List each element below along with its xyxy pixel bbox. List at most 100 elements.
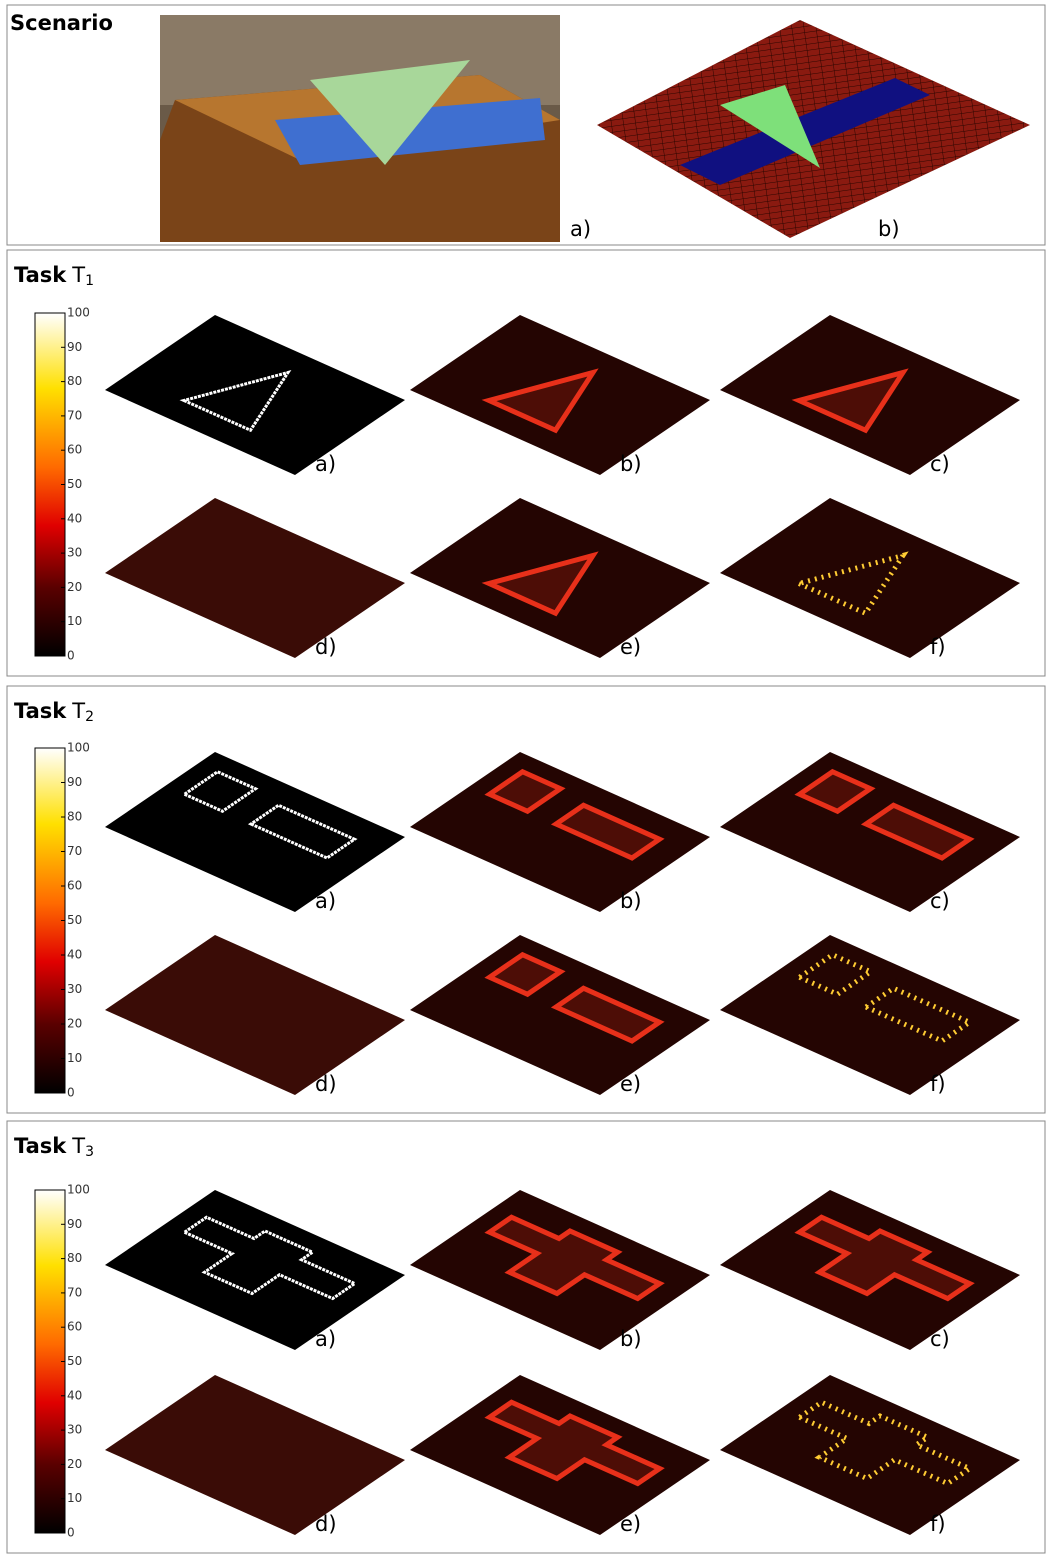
colorbar-tick-label: 60 (67, 1320, 82, 1334)
plane (410, 752, 710, 912)
plane (720, 498, 1020, 658)
title-word: Task (14, 1134, 67, 1158)
plane (105, 315, 405, 475)
panel-label: a) (315, 889, 336, 913)
plane (105, 498, 405, 658)
colorbar-tick-label: 90 (67, 340, 82, 354)
colorbar-tick-label: 0 (67, 649, 75, 663)
colorbar-tick-label: 50 (67, 477, 82, 491)
panel-label: a) (315, 1327, 336, 1351)
colorbar-tick-label: 90 (67, 1217, 82, 1231)
title-index: 1 (85, 273, 94, 289)
panel-label: c) (930, 1327, 950, 1351)
colorbar-tick-label: 30 (67, 546, 82, 560)
colorbar-tick-label: 20 (67, 580, 82, 594)
colorbar-tick-label: 100 (67, 741, 90, 755)
colorbar-tick-label: 30 (67, 1423, 82, 1437)
colorbar-tick-label: 70 (67, 1285, 82, 1299)
heatmap-plane (720, 498, 1020, 658)
plane (105, 752, 405, 912)
title-symbol: T (71, 699, 85, 723)
title-index: 2 (85, 709, 94, 725)
heatmap-plane (410, 935, 710, 1095)
colorbar-tick-label: 60 (67, 443, 82, 457)
heatmap-plane (410, 1375, 710, 1535)
heatmap-plane (720, 315, 1020, 475)
panel-label: c) (930, 889, 950, 913)
heatmap-plane (720, 935, 1020, 1095)
panel-label: c) (930, 452, 950, 476)
title-word: Task (14, 699, 67, 723)
plane (105, 1190, 405, 1350)
heatmap-plane (410, 498, 710, 658)
colorbar-tick-label: 90 (67, 775, 82, 789)
plane (720, 935, 1020, 1095)
panel-label: a) (315, 452, 336, 476)
plane (720, 752, 1020, 912)
heatmap-plane (410, 1190, 710, 1350)
title-symbol: T (71, 263, 85, 287)
colorbar-tick-label: 30 (67, 982, 82, 996)
heatmap-plane (105, 752, 405, 912)
section-title: Scenario (10, 11, 113, 35)
colorbar-tick-label: 50 (67, 1354, 82, 1368)
colorbar-tick-label: 100 (67, 306, 90, 320)
colorbar-tick-label: 60 (67, 879, 82, 893)
colorbar-tick-label: 40 (67, 948, 82, 962)
heatmap-plane (105, 1190, 405, 1350)
panel-label: f) (930, 635, 946, 659)
heatmap-plane (105, 315, 405, 475)
colorbar (35, 1190, 65, 1533)
panel-label: d) (315, 1512, 337, 1536)
colorbar-tick-label: 10 (67, 614, 82, 628)
colorbar-tick-label: 40 (67, 1388, 82, 1402)
colorbar-tick-label: 80 (67, 374, 82, 388)
heatmap-plane (410, 752, 710, 912)
title-index: 3 (85, 1144, 94, 1160)
heatmap-plane (105, 498, 405, 658)
plane (105, 935, 405, 1095)
photo (160, 15, 560, 242)
colorbar-tick-label: 10 (67, 1051, 82, 1065)
title-word: Task (14, 263, 67, 287)
heatmap-plane (720, 752, 1020, 912)
heatmap-plane (720, 1190, 1020, 1350)
panel-label: f) (930, 1072, 946, 1096)
colorbar-tick-label: 70 (67, 844, 82, 858)
panel-label: b) (878, 217, 900, 241)
scenario-model (597, 20, 1030, 238)
colorbar-tick-label: 80 (67, 810, 82, 824)
panel-label: b) (620, 889, 642, 913)
panel-label: e) (620, 635, 641, 659)
colorbar (35, 748, 65, 1093)
figure: Scenario a) b) TaskT10102030405060708090… (0, 0, 1046, 1555)
plane (720, 1375, 1020, 1535)
panel-label: a) (570, 217, 591, 241)
colorbar-tick-label: 20 (67, 1457, 82, 1471)
panel-label: d) (315, 1072, 337, 1096)
plane (410, 935, 710, 1095)
colorbar-tick-label: 0 (67, 1086, 75, 1100)
colorbar (35, 313, 65, 656)
colorbar-tick-label: 100 (67, 1183, 90, 1197)
panel-label: b) (620, 1327, 642, 1351)
panel-label: d) (315, 635, 337, 659)
panel-label: e) (620, 1072, 641, 1096)
colorbar-tick-label: 20 (67, 1017, 82, 1031)
colorbar-tick-label: 40 (67, 511, 82, 525)
heatmap-plane (720, 1375, 1020, 1535)
panel-label: e) (620, 1512, 641, 1536)
panel-label: b) (620, 452, 642, 476)
title-symbol: T (71, 1134, 85, 1158)
colorbar-tick-label: 10 (67, 1491, 82, 1505)
colorbar-tick-label: 50 (67, 913, 82, 927)
colorbar-tick-label: 80 (67, 1251, 82, 1265)
colorbar-tick-label: 0 (67, 1526, 75, 1540)
heatmap-plane (410, 315, 710, 475)
panel-label: f) (930, 1512, 946, 1536)
heatmap-plane (105, 1375, 405, 1535)
plane (105, 1375, 405, 1535)
